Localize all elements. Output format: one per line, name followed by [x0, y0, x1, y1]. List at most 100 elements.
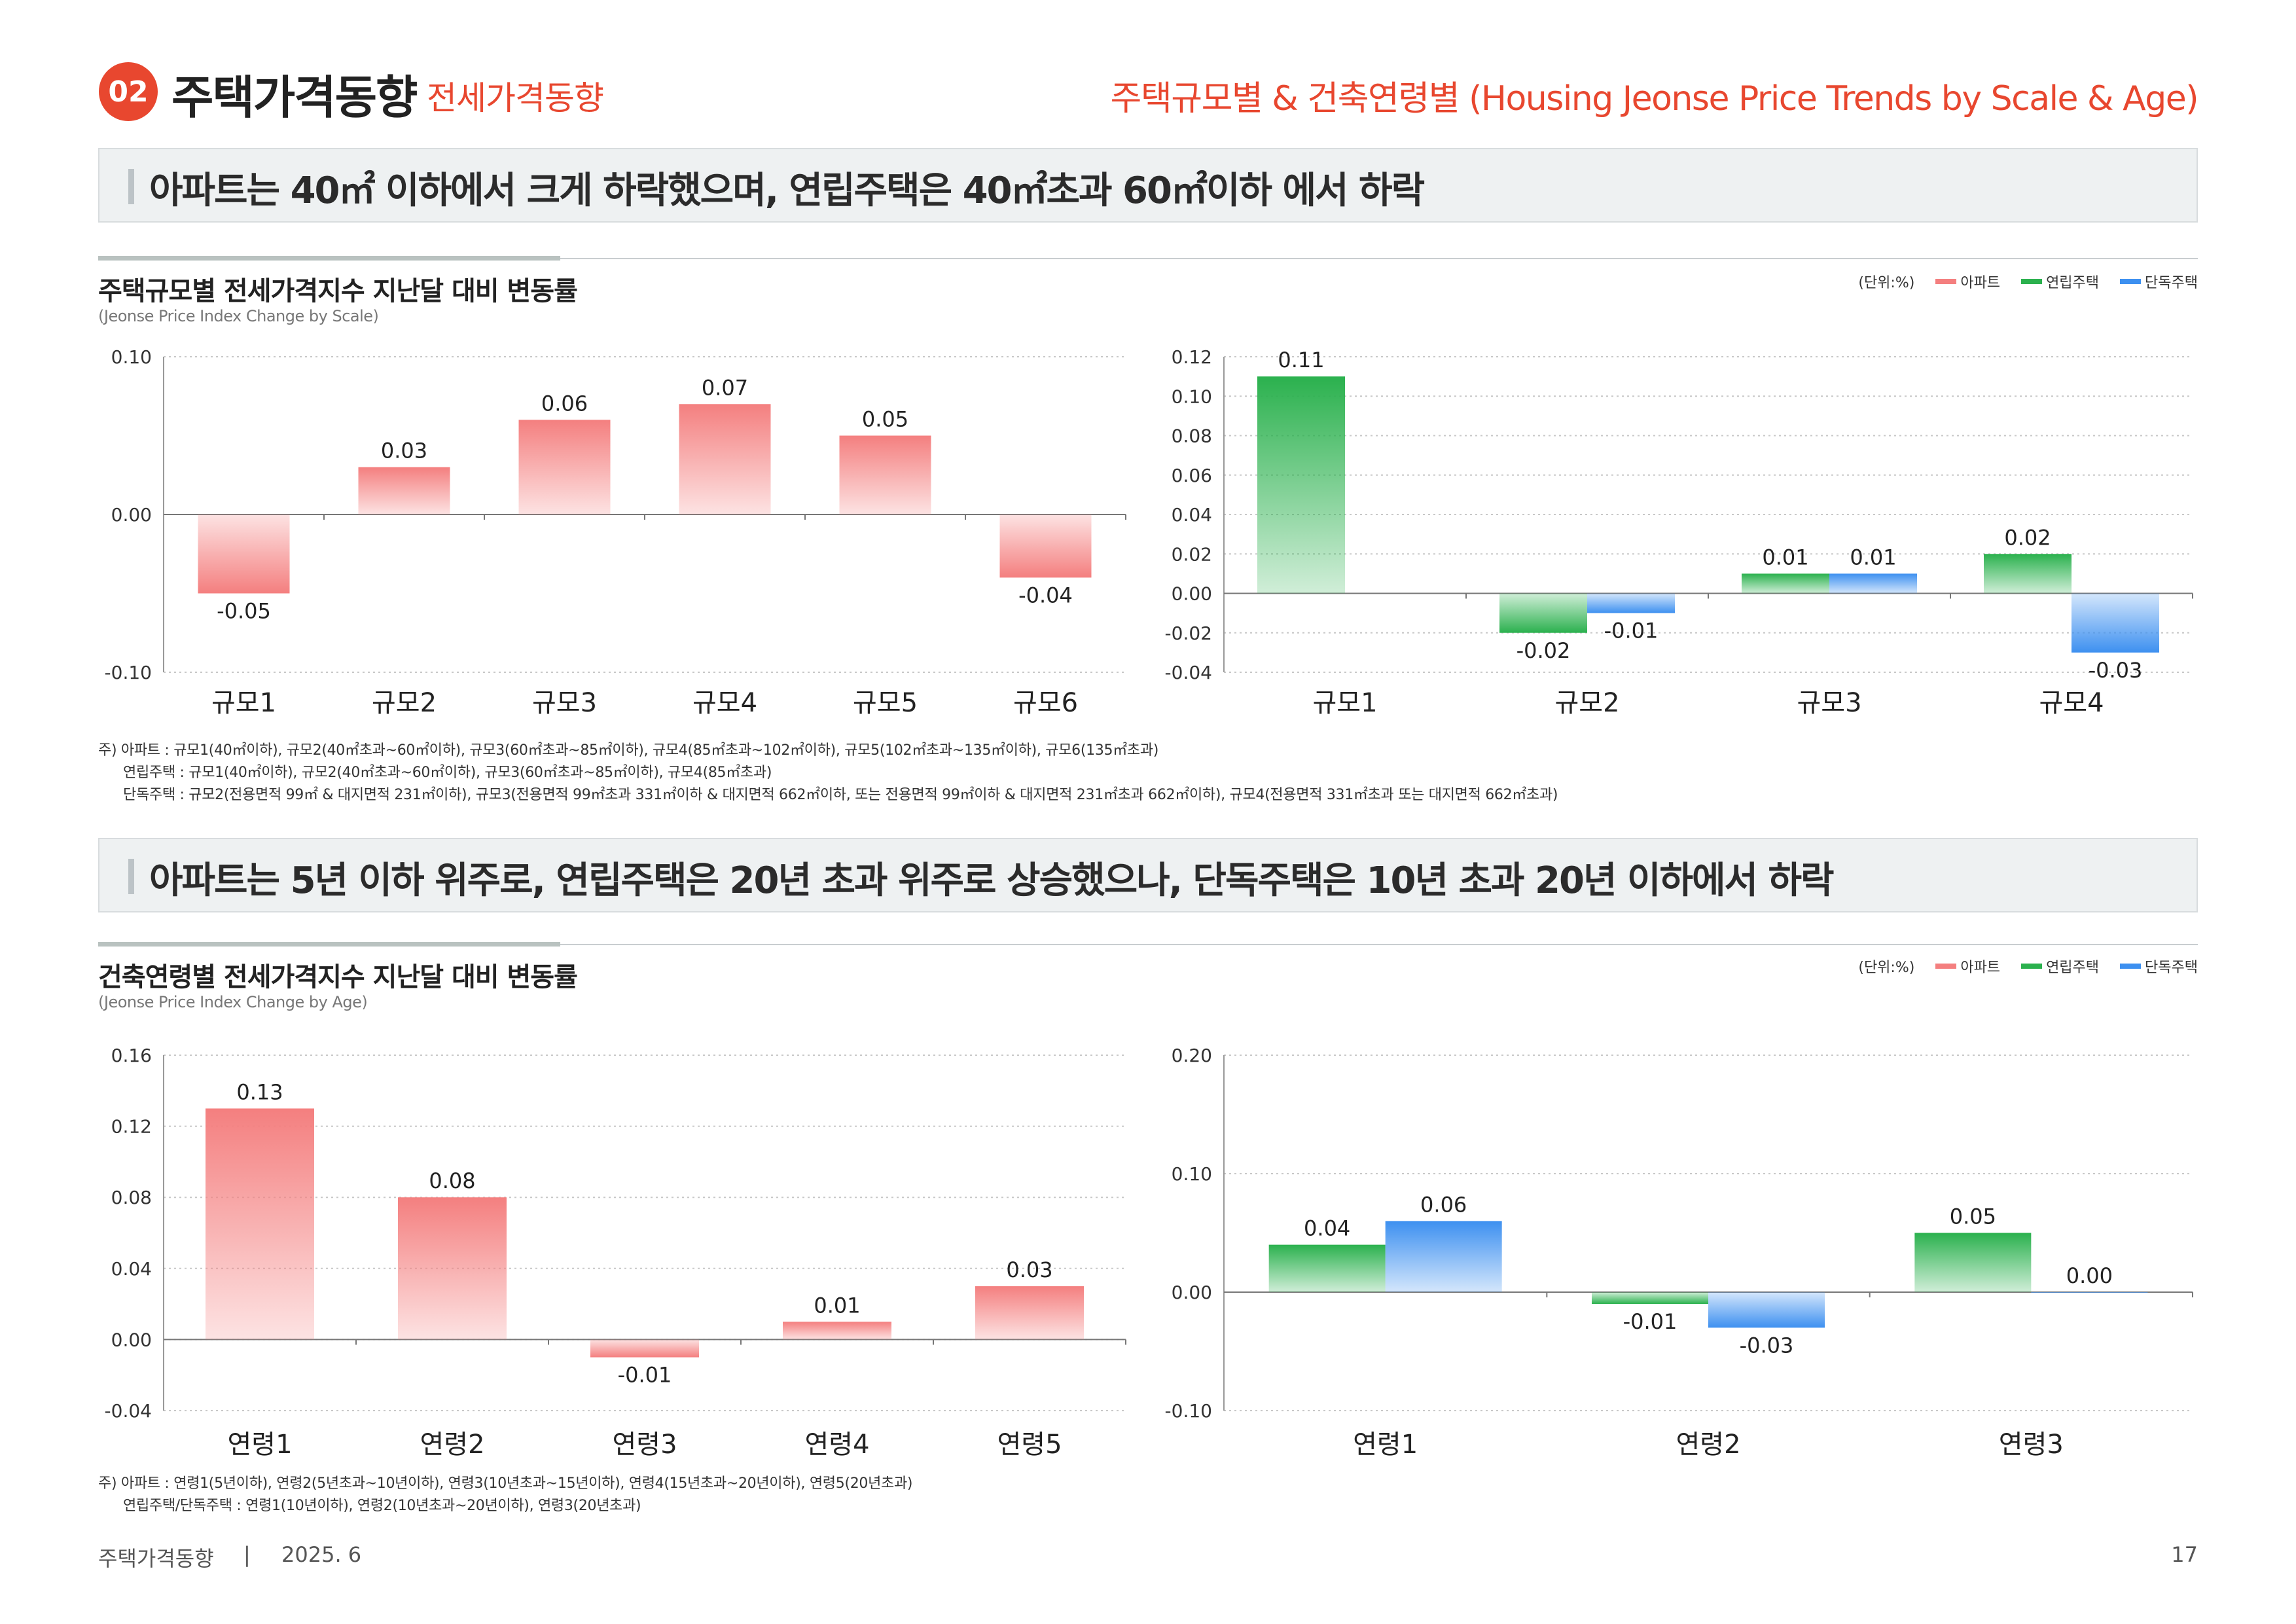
- bar: [1268, 1244, 1386, 1292]
- y-tick-label: 0.10: [1172, 386, 1212, 407]
- footnote-age: 주) 아파트 : 연령1(5년이하), 연령2(5년초과~10년이하), 연령3…: [98, 1473, 913, 1517]
- category-label: 규모1: [1312, 688, 1377, 718]
- data-label: 0.01: [1850, 545, 1896, 569]
- data-label: 0.00: [2066, 1263, 2113, 1288]
- legend-swatch-row: [2021, 279, 2043, 284]
- y-tick-label: 0.00: [111, 1329, 152, 1350]
- legend-unit: (단위:%): [1858, 960, 1915, 976]
- y-tick-label: 0.10: [111, 346, 152, 368]
- y-tick-label: 0.02: [1172, 543, 1212, 565]
- y-tick-label: -0.10: [105, 662, 152, 683]
- page-number: 17: [2171, 1542, 2198, 1567]
- chart-scale-row-det: -0.04 -0.02 0.00 0.02 0.04 0.06 0.08 0.10 0.12 0.…: [1165, 346, 2193, 718]
- legend-item-det: 단독주택: [2120, 271, 2198, 292]
- legend-item-row: 연립주택: [2021, 271, 2099, 292]
- banner-text: 아파트는 5년 이하 위주로, 연립주택은 20년 초과 위주로 상승했으나, …: [149, 859, 1835, 902]
- data-label: -0.01: [1623, 1309, 1677, 1334]
- footnote-scale: 주) 아파트 : 규모1(40㎡이하), 규모2(40㎡초과~60㎡이하), 규…: [98, 740, 1558, 806]
- data-label: -0.03: [1740, 1333, 1794, 1358]
- bar: [1914, 1233, 2032, 1292]
- category-label: 연령5: [997, 1430, 1062, 1460]
- y-tick-label: 0.08: [1172, 425, 1212, 447]
- bar: [398, 1197, 507, 1340]
- y-tick-label: 0.04: [111, 1258, 152, 1280]
- data-label: -0.01: [1604, 619, 1659, 643]
- legend-item-apt: 아파트: [1935, 956, 2000, 977]
- y-tick-label: -0.04: [105, 1400, 152, 1422]
- category-label: 연령2: [1676, 1430, 1740, 1460]
- category-label: 규모5: [853, 688, 918, 718]
- data-label: 0.06: [541, 391, 588, 416]
- bar: [1708, 1292, 1825, 1328]
- y-tick-label: 0.00: [1172, 583, 1212, 605]
- bar: [1257, 376, 1345, 594]
- category-label: 규모6: [1013, 688, 1078, 718]
- legend-swatch-det: [2120, 279, 2142, 284]
- bar: [1587, 593, 1675, 613]
- chart-subtitle-scale: (Jeonse Price Index Change by Scale): [98, 307, 379, 325]
- y-tick-label: -0.04: [1165, 662, 1212, 683]
- chart-age-apt: -0.04 0.00 0.04 0.08 0.12 0.16 0.13 연령1 0.08 연령2 -…: [105, 1045, 1126, 1460]
- y-tick-label: 0.08: [111, 1187, 152, 1208]
- y-tick-label: 0.12: [111, 1116, 152, 1138]
- data-label: -0.03: [2089, 658, 2143, 683]
- data-label: -0.05: [217, 599, 271, 624]
- y-tick-label: 0.00: [111, 504, 152, 526]
- y-tick-label: 0.06: [1172, 465, 1212, 486]
- footnote-line: 연립주택/단독주택 : 연령1(10년이하), 연령2(10년초과~20년이하)…: [123, 1498, 641, 1514]
- section-number-badge: 02: [99, 62, 158, 121]
- summary-banner-scale: 아파트는 40㎡ 이하에서 크게 하락했으며, 연립주택은 40㎡초과 60㎡이…: [98, 148, 2198, 223]
- data-label: 0.02: [2004, 525, 2051, 550]
- category-label: 규모4: [692, 688, 757, 718]
- y-tick-label: 0.20: [1172, 1045, 1212, 1066]
- category-label: 규모3: [532, 688, 597, 718]
- y-tick-label: 0.12: [1172, 346, 1212, 368]
- bar: [1499, 593, 1587, 633]
- legend-scale: (단위:%) 아파트 연립주택 단독주택: [1858, 271, 2198, 292]
- y-tick-label: 0.16: [111, 1045, 152, 1066]
- legend-label-row: 연립주택: [2046, 275, 2100, 291]
- bar: [358, 467, 450, 514]
- category-label: 연령4: [804, 1430, 869, 1460]
- category-label: 연령2: [420, 1430, 484, 1460]
- category-label: 규모2: [1554, 688, 1619, 718]
- bar: [679, 404, 771, 514]
- legend-label-det: 단독주택: [2145, 960, 2198, 976]
- legend-swatch-apt: [1935, 964, 1957, 969]
- y-tick-label: 0.04: [1172, 504, 1212, 526]
- bar: [518, 420, 611, 514]
- footnote-line: 주) 아파트 : 규모1(40㎡이하), 규모2(40㎡초과~60㎡이하), 규…: [98, 742, 1159, 759]
- legend-item-row: 연립주택: [2021, 956, 2099, 977]
- chart-title-age: 건축연령별 전세가격지수 지난달 대비 변동률: [98, 962, 578, 992]
- data-label: 0.01: [1762, 545, 1808, 569]
- bar: [1984, 554, 2072, 594]
- y-tick-label: 0.10: [1172, 1163, 1212, 1185]
- legend-age: (단위:%) 아파트 연립주택 단독주택: [1858, 956, 2198, 977]
- data-label: 0.08: [429, 1168, 475, 1193]
- data-label: -0.02: [1516, 638, 1571, 663]
- category-label: 연령3: [1999, 1430, 2064, 1460]
- legend-item-apt: 아파트: [1935, 271, 2000, 292]
- data-label: 0.05: [862, 407, 908, 432]
- data-label: 0.13: [236, 1079, 283, 1104]
- bar: [2031, 1292, 2148, 1293]
- data-label: 0.03: [1006, 1257, 1052, 1282]
- topic-title: 주택규모별 & 건축연령별 (Housing Jeonse Price Tren…: [1110, 79, 2199, 118]
- divider-accent: [98, 942, 560, 947]
- chart-age-row-det: -0.10 0.00 0.10 0.20 0.04 0.06 연령1 -0.01 -0.03 연령…: [1165, 1045, 2193, 1460]
- legend-label-apt: 아파트: [1960, 960, 2001, 976]
- page-title: 주택가격동향: [171, 71, 418, 124]
- bar: [999, 514, 1092, 578]
- bar: [975, 1286, 1084, 1340]
- data-label: 0.04: [1304, 1216, 1350, 1241]
- data-label: -0.04: [1018, 583, 1073, 607]
- footnote-line: 연립주택 : 규모1(40㎡이하), 규모2(40㎡초과~60㎡이하), 규모3…: [123, 765, 772, 781]
- chart-title-scale: 주택규모별 전세가격지수 지난달 대비 변동률: [98, 276, 578, 306]
- y-tick-label: -0.10: [1165, 1400, 1212, 1422]
- y-tick-label: 0.00: [1172, 1282, 1212, 1303]
- category-label: 규모1: [211, 688, 276, 718]
- data-label: 0.11: [1278, 348, 1324, 372]
- banner-accent-bar: [128, 859, 134, 894]
- data-label: -0.01: [618, 1363, 672, 1388]
- category-label: 규모2: [372, 688, 437, 718]
